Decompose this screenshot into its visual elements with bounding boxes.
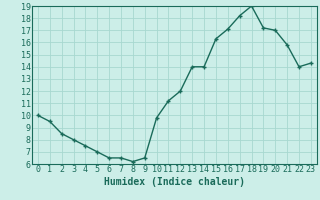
X-axis label: Humidex (Indice chaleur): Humidex (Indice chaleur) [104, 177, 245, 187]
